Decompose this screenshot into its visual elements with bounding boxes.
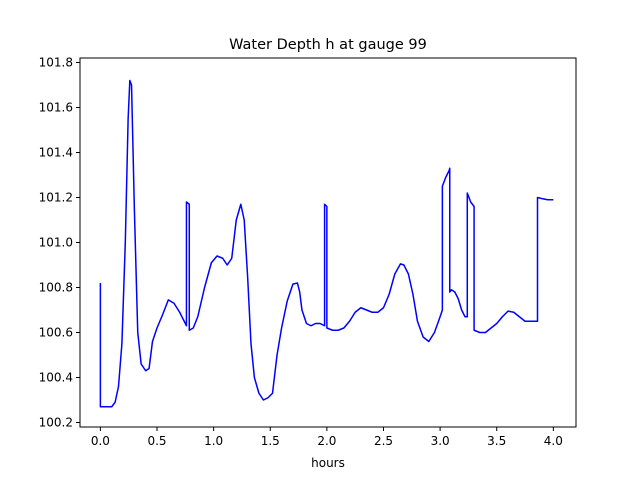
x-tick-label: 2.5 (374, 434, 393, 448)
x-tick-label: 2.0 (317, 434, 336, 448)
y-tick-label: 101.4 (39, 146, 73, 160)
y-tick-label: 101.0 (39, 236, 73, 250)
y-tick-label: 101.8 (39, 56, 73, 70)
x-tick-label: 4.0 (544, 434, 563, 448)
y-tick-label: 101.6 (39, 101, 73, 115)
x-tick-label: 0.0 (91, 434, 110, 448)
x-tick-label: 0.5 (147, 434, 166, 448)
x-tick-label: 3.5 (487, 434, 506, 448)
x-tick-label: 1.5 (261, 434, 280, 448)
y-tick-label: 100.8 (39, 281, 73, 295)
y-tick-label: 100.4 (39, 371, 73, 385)
y-tick-label: 100.6 (39, 326, 73, 340)
x-tick-label: 3.0 (431, 434, 450, 448)
x-tick-label: 1.0 (204, 434, 223, 448)
x-axis-label: hours (311, 456, 345, 470)
y-tick-label: 101.2 (39, 191, 73, 205)
y-tick-label: 100.2 (39, 416, 73, 430)
chart-title: Water Depth h at gauge 99 (229, 37, 427, 53)
